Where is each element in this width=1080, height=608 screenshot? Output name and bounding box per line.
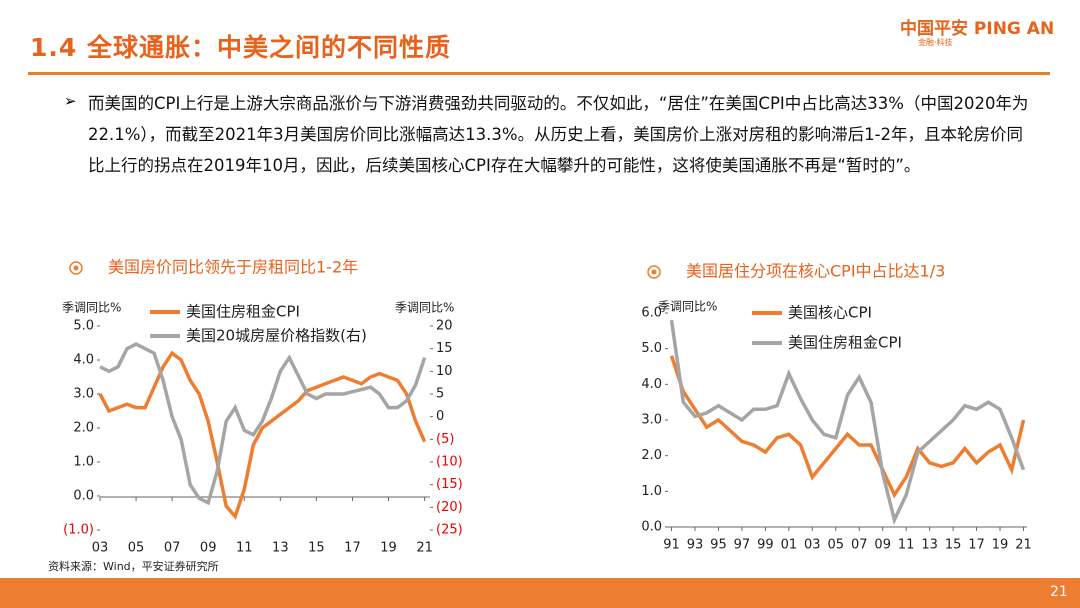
series-line (669, 319, 1026, 526)
y2-tick-label: (5) (436, 432, 454, 447)
y-tick-label: 2.0 (641, 448, 662, 463)
x-tick-label: 13 (921, 538, 938, 553)
source: 资料来源：Wind，平安证券研究所 (48, 560, 219, 573)
chart-title: 美国居住分项在核心CPI中占比达1/3 (686, 262, 945, 281)
slide-title: 1.4 全球通胀：中美之间的不同性质 (30, 33, 451, 62)
title-icon (69, 261, 83, 275)
logo-sub: 金融·科技 (918, 38, 953, 47)
y2-tick-label: (25) (436, 523, 463, 538)
y-tick-label: (1.0) (63, 523, 94, 538)
x-tick-label: 99 (757, 538, 774, 553)
x-tick-label: 21 (1015, 538, 1032, 553)
y2-tick-label: 10 (436, 364, 453, 379)
y-tick-label: 1.0 (641, 484, 662, 499)
y-tick-label: 5.0 (73, 319, 94, 334)
x-tick-label: 17 (344, 541, 361, 556)
x-tick-label: 07 (851, 538, 868, 553)
x-tick-label: 01 (781, 538, 798, 553)
y-tick-label: 0.0 (641, 520, 662, 535)
y2-tick-label: (10) (436, 455, 463, 470)
x-tick-label: 03 (804, 538, 821, 553)
legend-label: 美国20城房屋价格指数(右) (186, 327, 367, 345)
y-tick-label: 5.0 (641, 341, 662, 356)
footer-bar (0, 578, 1080, 608)
y2-tick-label: 5 (436, 387, 444, 402)
y2-tick-label: 0 (436, 409, 444, 424)
title-icon-dot (651, 269, 657, 275)
x-tick-label: 09 (200, 541, 217, 556)
body-text: 而美国的CPI上行是上游大宗商品涨价与下游消费强劲共同驱动的。不仅如此，“居住”… (88, 94, 1029, 175)
x-tick-label: 17 (968, 538, 985, 553)
y-tick-label: 6.0 (641, 306, 662, 321)
x-tick-label: 05 (128, 541, 145, 556)
series-line (99, 342, 427, 506)
legend-label: 美国住房租金CPI (186, 303, 300, 321)
y2-tick-label: (15) (436, 477, 463, 492)
x-tick-label: 13 (272, 541, 289, 556)
bullet: ➢ (64, 92, 77, 110)
y-tick-label: 4.0 (641, 377, 662, 392)
chart-title: 美国房价同比领先于房租同比1-2年 (108, 258, 358, 277)
legend-label: 美国住房租金CPI (788, 334, 902, 352)
x-tick-label: 15 (308, 541, 325, 556)
series-line (669, 355, 1026, 499)
y2-tick-label: (20) (436, 500, 463, 515)
title-icon-dot (73, 265, 79, 271)
x-tick-label: 19 (992, 538, 1009, 553)
y-axis-label: 季调同比% (658, 300, 717, 314)
y2-tick-label: 20 (436, 319, 453, 334)
y-tick-label: 0.0 (73, 489, 94, 504)
y-tick-label: 1.0 (73, 455, 94, 470)
title-rule (28, 72, 1050, 75)
x-tick-label: 09 (874, 538, 891, 553)
title-icon (647, 265, 661, 279)
x-tick-label: 03 (92, 541, 109, 556)
x-tick-label: 95 (710, 538, 727, 553)
series-line (98, 350, 427, 520)
y-tick-label: 4.0 (73, 353, 94, 368)
legend-label: 美国核心CPI (788, 304, 872, 322)
x-tick-label: 97 (734, 538, 751, 553)
y-tick-label: 3.0 (73, 387, 94, 402)
x-tick-label: 11 (898, 538, 915, 553)
y-tick-label: 2.0 (73, 421, 94, 436)
logo: 中国平安 PING AN (900, 19, 1055, 39)
y-axis-label: 季调同比% (62, 301, 121, 315)
x-tick-label: 91 (663, 538, 680, 553)
x-tick-label: 07 (164, 541, 181, 556)
y2-tick-label: 15 (436, 341, 453, 356)
y-tick-label: 3.0 (641, 413, 662, 428)
x-tick-label: 05 (827, 538, 844, 553)
x-tick-label: 19 (380, 541, 397, 556)
x-tick-label: 21 (416, 541, 433, 556)
page-number: 21 (1050, 584, 1068, 600)
x-tick-label: 93 (687, 538, 704, 553)
x-tick-label: 11 (236, 541, 253, 556)
x-tick-label: 15 (945, 538, 962, 553)
y2-axis-label: 季调同比% (395, 301, 454, 315)
